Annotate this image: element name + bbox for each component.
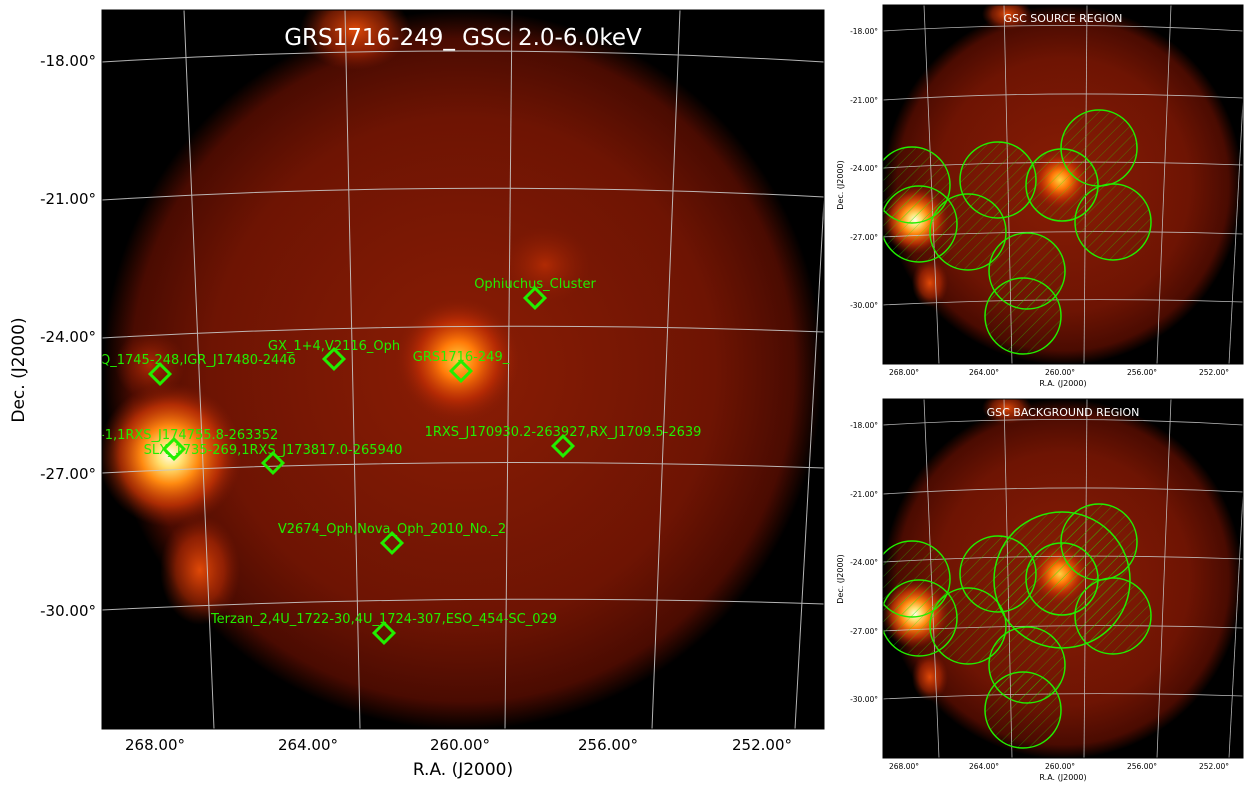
source-marker — [448, 358, 474, 384]
x-tick-label: 264.00° — [969, 762, 999, 771]
source-ylabel: Dec. (J2000) — [836, 160, 845, 210]
x-tick-label: 252.00° — [1199, 762, 1229, 771]
source-region-panel: 268.00° 264.00° 260.00° 256.00° 252.00° -18.0… — [836, 4, 1244, 388]
main-grid — [102, 10, 824, 729]
source-label: 1RXS_J170930.2-263927,RX_J1709.5-2639 — [425, 425, 702, 440]
main-axis-ticks: 268.00° 264.00° 260.00° 256.00° 252.00° -18.0… — [40, 52, 792, 754]
y-tick-label: -21.00° — [40, 190, 96, 208]
background-axis-ticks: 268.00° 264.00° 260.00° 256.00° 252.00° -18.0… — [850, 421, 1229, 771]
source-marker — [161, 436, 187, 462]
source-marker — [550, 433, 576, 459]
source-label: -1,1RXS_J174755.8-263352 — [100, 428, 278, 443]
source-marker — [260, 450, 286, 476]
background-title: GSC BACKGROUND REGION — [987, 406, 1140, 419]
main-map: Ophiuchus_Cluster GX_1+4,V2116_Oph GRS1716… — [9, 9, 825, 780]
background-xlabel: R.A. (J2000) — [1039, 773, 1086, 782]
y-tick-label: -24.00° — [850, 164, 878, 173]
y-tick-label: -18.00° — [850, 27, 878, 36]
source-label: Q_1745-248,IGR_J17480-2446 — [100, 353, 296, 368]
background-region-panel: 268.00° 264.00° 260.00° 256.00° 252.00° -18.0… — [836, 398, 1244, 782]
x-tick-label: 256.00° — [578, 736, 638, 754]
y-tick-label: -21.00° — [850, 96, 878, 105]
source-marker — [321, 346, 347, 372]
x-tick-label: 268.00° — [889, 762, 919, 771]
y-tick-label: -18.00° — [850, 421, 878, 430]
y-tick-label: -30.00° — [850, 301, 878, 310]
background-regions — [883, 503, 1152, 749]
y-tick-label: -30.00° — [850, 695, 878, 704]
background-ylabel: Dec. (J2000) — [836, 554, 845, 604]
source-label: V2674_Oph,Nova_Oph_2010_No._2 — [278, 522, 506, 537]
x-tick-label: 252.00° — [1199, 368, 1229, 377]
source-xlabel: R.A. (J2000) — [1039, 379, 1086, 388]
y-tick-label: -24.00° — [850, 558, 878, 567]
x-tick-label: 260.00° — [1045, 368, 1075, 377]
source-marker — [371, 620, 397, 646]
source-marker — [522, 285, 548, 311]
y-tick-label: -27.00° — [850, 627, 878, 636]
y-tick-label: -30.00° — [40, 602, 96, 620]
source-axis-ticks: 268.00° 264.00° 260.00° 256.00° 252.00° -18.0… — [850, 27, 1229, 377]
main-xlabel: R.A. (J2000) — [413, 760, 513, 780]
main-axes-frame — [101, 9, 825, 730]
y-tick-label: -27.00° — [40, 465, 96, 483]
source-marker — [147, 361, 173, 387]
y-tick-label: -24.00° — [40, 328, 96, 346]
y-tick-label: -21.00° — [850, 490, 878, 499]
y-tick-label: -27.00° — [850, 233, 878, 242]
source-label: SLX_1735-269,1RXS_J173817.0-265940 — [144, 443, 403, 458]
main-ylabel: Dec. (J2000) — [9, 317, 29, 422]
source-label: Ophiuchus_Cluster — [474, 277, 596, 292]
x-tick-label: 260.00° — [430, 736, 490, 754]
x-tick-label: 264.00° — [278, 736, 338, 754]
source-label: GRS1716-249_ — [413, 350, 510, 365]
x-tick-label: 268.00° — [889, 368, 919, 377]
source-label: GX_1+4,V2116_Oph — [268, 339, 400, 354]
x-tick-label: 260.00° — [1045, 762, 1075, 771]
x-tick-label: 252.00° — [732, 736, 792, 754]
source-marker — [379, 530, 405, 556]
main-source-markers: Ophiuchus_Cluster GX_1+4,V2116_Oph GRS1716… — [100, 277, 702, 646]
source-label: Terzan_2,4U_1722-30,4U_1724-307,ESO_454-… — [210, 612, 557, 627]
x-tick-label: 268.00° — [125, 736, 185, 754]
main-title: GRS1716-249_ GSC 2.0-6.0keV — [284, 25, 642, 51]
y-tick-label: -18.00° — [40, 52, 96, 70]
source-title: GSC SOURCE REGION — [1004, 12, 1123, 25]
source-regions — [883, 109, 1152, 355]
main-hotspot-grs1716 — [396, 298, 520, 422]
x-tick-label: 256.00° — [1127, 762, 1157, 771]
x-tick-label: 256.00° — [1127, 368, 1157, 377]
x-tick-label: 264.00° — [969, 368, 999, 377]
